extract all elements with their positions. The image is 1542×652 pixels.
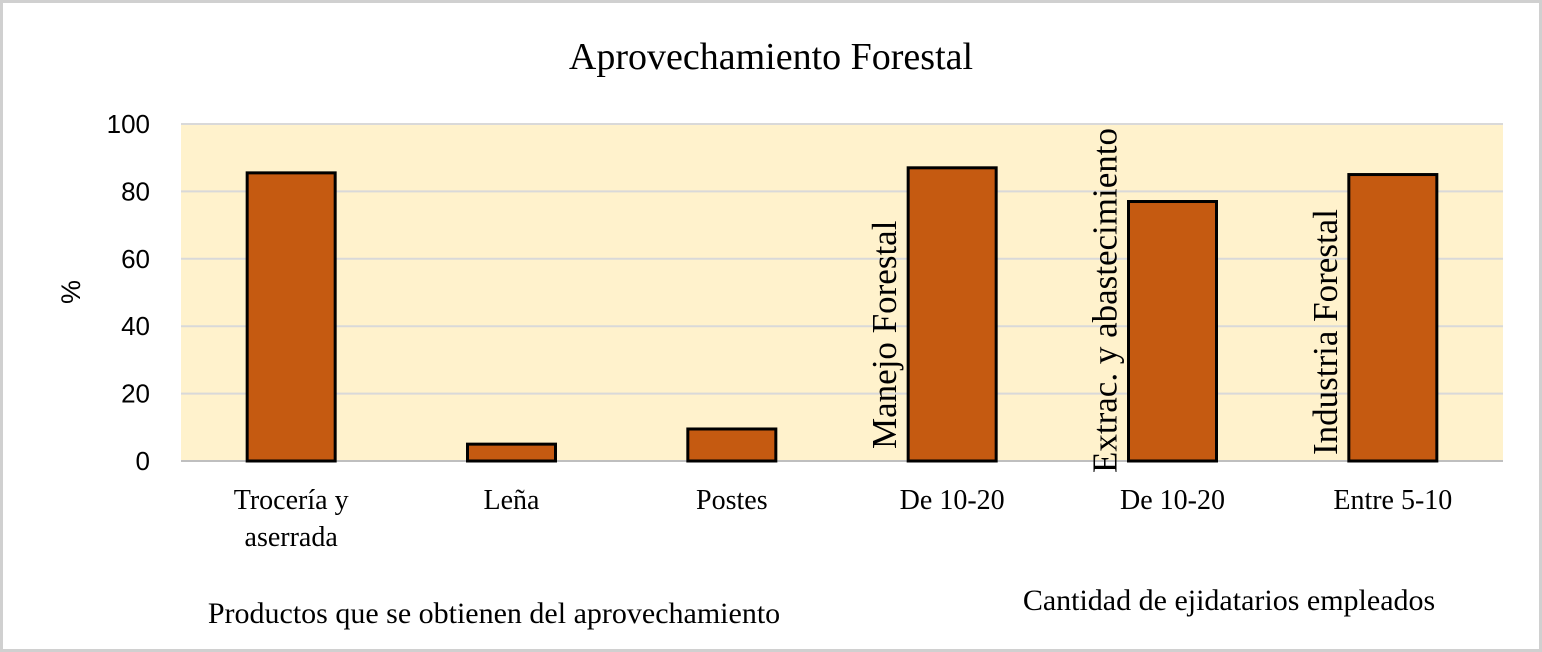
y-axis-ticks: 0 20 40 60 80 100	[107, 109, 150, 476]
bar-annotations: Manejo Forestal Extrac. y abastecimiento I…	[865, 128, 1345, 473]
y-tick-label: 20	[121, 379, 150, 409]
y-tick-label: 100	[107, 109, 150, 139]
y-tick-label: 60	[121, 244, 150, 274]
x-tick-label: Entre 5-10	[1333, 485, 1452, 516]
y-tick-label: 80	[121, 176, 150, 206]
bar	[466, 442, 557, 463]
bar	[906, 166, 998, 463]
bar-annotation: Manejo Forestal	[865, 220, 904, 449]
plot-area	[181, 124, 1503, 461]
bar	[686, 427, 778, 463]
x-axis-ticks: Trocería y aserrada Leña Postes De 10-20 De 1…	[234, 485, 1453, 553]
group-label-products: Productos que se obtienen del aprovecham…	[208, 597, 780, 630]
x-tick-label: De 10-20	[900, 485, 1005, 516]
bar	[1347, 173, 1439, 463]
chart-title: Aprovechamiento Forestal	[569, 36, 973, 78]
y-axis-label: %	[56, 280, 86, 304]
x-tick-label: Leña	[484, 485, 541, 516]
group-label-employees: Cantidad de ejidatarios empleados	[1023, 584, 1435, 617]
x-tick-label: De 10-20	[1120, 485, 1225, 516]
y-tick-label: 40	[121, 311, 150, 341]
gridlines	[181, 123, 1503, 462]
bars	[245, 166, 1439, 463]
x-tick-label: Postes	[696, 485, 768, 516]
x-tick-label: Trocería y aserrada	[234, 485, 349, 553]
y-tick-label: 0	[136, 446, 150, 476]
bar-annotation: Industria Forestal	[1306, 209, 1345, 455]
bar-annotation: Extrac. y abastecimiento	[1086, 128, 1125, 473]
bar	[245, 171, 337, 463]
bar	[1127, 200, 1218, 463]
